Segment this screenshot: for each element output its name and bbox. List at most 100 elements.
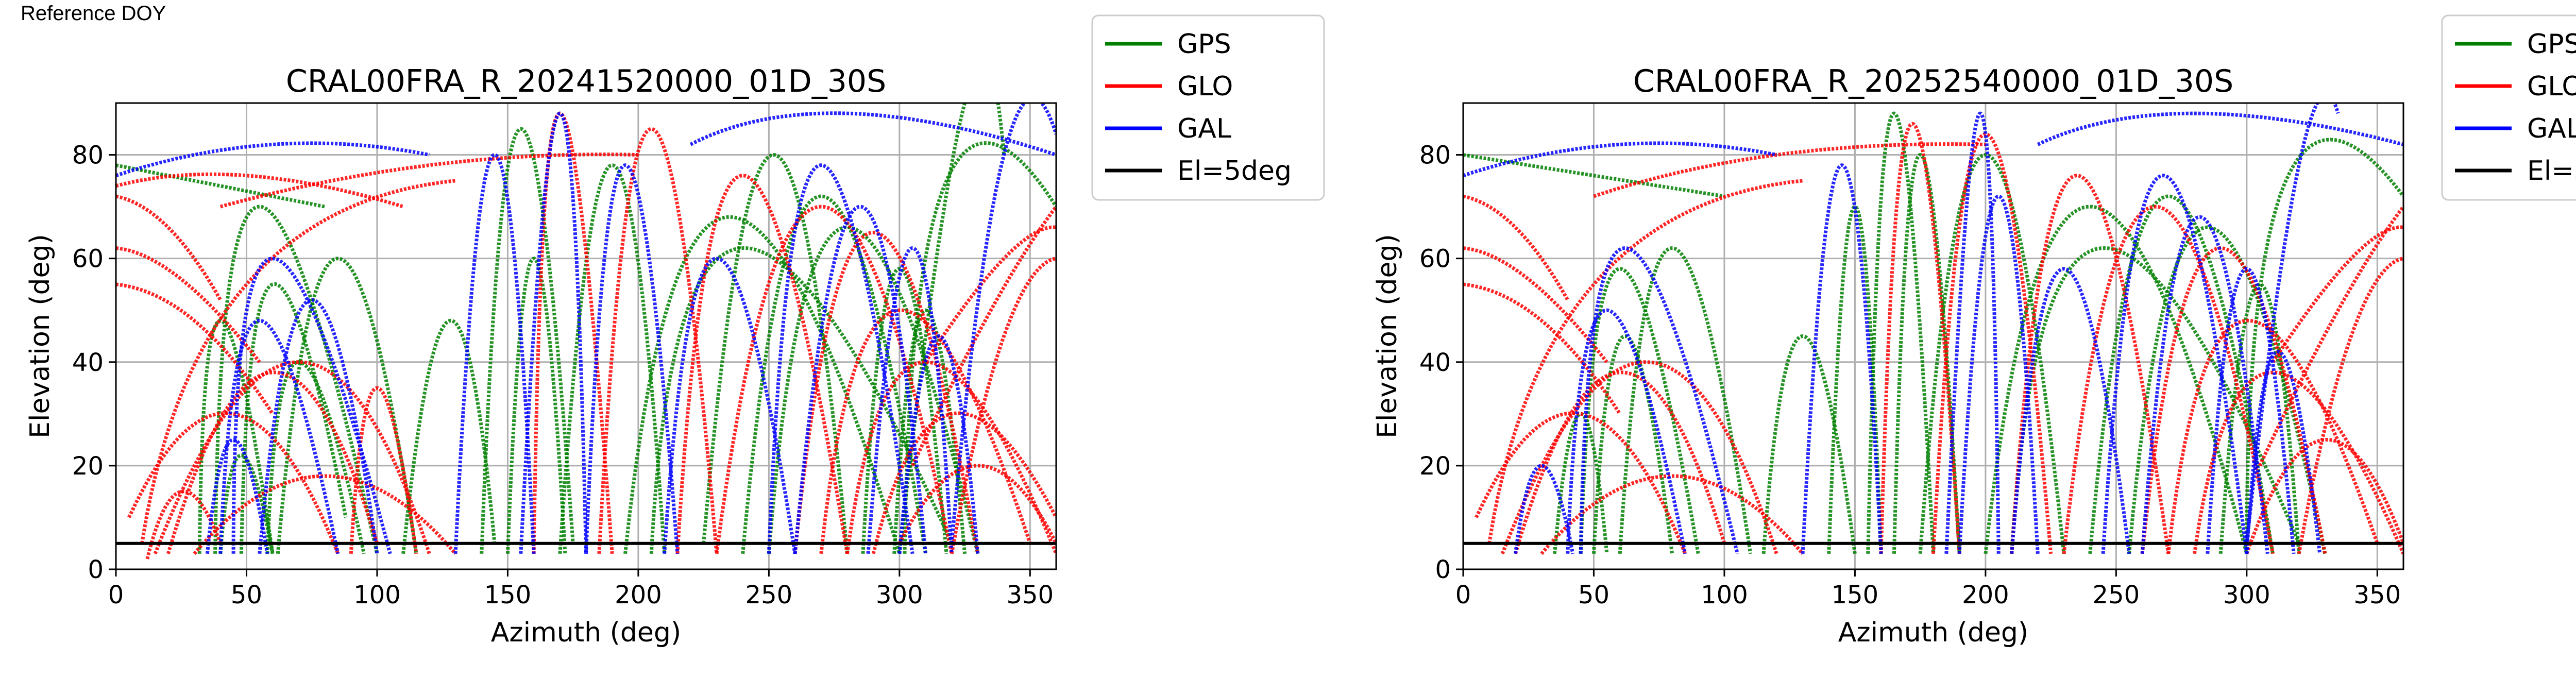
- x-tick-label: 250: [745, 581, 793, 609]
- track-gal: [2010, 267, 2131, 554]
- legend-label: GPS: [1177, 29, 1231, 60]
- track-glo: [1475, 411, 1687, 555]
- chart-title: CRAL00FRA_R_20252540000_01D_30S: [1633, 63, 2233, 99]
- track-glo: [219, 152, 638, 209]
- legend-box: [1091, 14, 1325, 201]
- track-gal: [689, 111, 1056, 157]
- track-glo: [1500, 360, 1778, 555]
- track-gal: [793, 205, 927, 554]
- track-gal: [2245, 350, 2322, 554]
- track-glo: [1487, 179, 1803, 544]
- track-glo: [2062, 205, 2275, 554]
- x-tick-label: 250: [2093, 581, 2140, 609]
- track-glo: [2192, 370, 2403, 555]
- track-gal: [2037, 111, 2403, 146]
- y-tick-label: 0: [88, 555, 104, 584]
- skyplot-panel-2: 0 50 100 150 200 250 300 350 0 20 40 60 80 CRAL00FRA_…: [1372, 14, 2576, 648]
- track-gal: [205, 438, 269, 554]
- track-glo: [116, 194, 222, 301]
- legend: GPS GLO GAL El=5deg: [1091, 14, 1325, 201]
- track-glo: [1463, 194, 1569, 301]
- track-glo: [897, 464, 1056, 545]
- track-gal: [1566, 308, 1687, 554]
- track-gal: [1944, 111, 2001, 554]
- x-tick-label: 300: [876, 581, 923, 609]
- track-glo: [845, 360, 1056, 555]
- track-gps: [2088, 194, 2275, 554]
- track-gal: [897, 334, 980, 554]
- x-tick-label: 0: [1455, 581, 1471, 609]
- y-tick-label: 60: [1419, 245, 1451, 274]
- track-gal: [1513, 464, 1575, 554]
- track-gps: [897, 103, 1006, 554]
- x-tick-label: 150: [484, 581, 532, 609]
- track-glo: [1931, 132, 2053, 554]
- track-gal: [950, 103, 1056, 544]
- x-tick-label: 300: [2223, 581, 2270, 609]
- track-gps: [767, 225, 980, 554]
- track-gal: [2206, 267, 2296, 554]
- legend-box: [2441, 14, 2576, 201]
- track-gps: [1463, 153, 1725, 198]
- track-gal: [1957, 194, 2040, 554]
- track-gps: [1618, 246, 1753, 554]
- track-gal: [1579, 246, 1739, 554]
- track-glo: [116, 172, 404, 209]
- track-gps: [2245, 138, 2403, 554]
- track-gal: [2140, 215, 2269, 554]
- plot-frame: [115, 102, 1057, 570]
- track-gps: [1552, 412, 1609, 554]
- y-axis-label: Elevation (deg): [25, 234, 56, 438]
- y-axis-label: Elevation (deg): [1372, 234, 1403, 438]
- y-tick-label: 20: [1419, 452, 1451, 481]
- track-glo: [2245, 438, 2403, 554]
- y-tick-label: 0: [1435, 555, 1451, 584]
- y-tick-label: 40: [1419, 348, 1451, 377]
- track-glo: [950, 257, 1056, 554]
- reference-doy-label: Reference DOY: [21, 2, 166, 25]
- track-gal: [584, 163, 680, 554]
- x-tick-label: 0: [108, 581, 124, 609]
- track-gal: [866, 246, 954, 554]
- satellite-tracks: [116, 103, 1056, 560]
- y-tick-label: 60: [72, 245, 104, 274]
- satellite-tracks: [1463, 103, 2403, 555]
- track-gps: [505, 257, 567, 554]
- track-gal: [453, 153, 536, 554]
- legend: GPS GLO GAL El=5deg: [2441, 14, 2576, 201]
- track-gps: [265, 360, 366, 554]
- track-gps: [1892, 153, 1961, 554]
- track-gps: [401, 318, 497, 554]
- track-gps: [702, 152, 849, 554]
- track-gps: [197, 318, 275, 554]
- track-gps: [649, 246, 954, 554]
- track-gal: [2101, 174, 2249, 554]
- track-glo: [1463, 246, 1608, 363]
- track-glo: [2271, 225, 2403, 363]
- legend-label: GPS: [2527, 29, 2576, 60]
- y-tick-label: 40: [72, 348, 104, 377]
- legend-label: GAL: [2527, 113, 2576, 144]
- track-glo: [871, 411, 1056, 554]
- x-tick-label: 350: [1006, 581, 1054, 609]
- track-glo: [1514, 370, 1726, 554]
- x-tick-label: 150: [1832, 581, 1879, 609]
- track-gal: [1463, 141, 1777, 178]
- track-gal: [116, 141, 430, 178]
- track-glo: [1463, 282, 1622, 415]
- x-tick-label: 200: [615, 581, 662, 609]
- x-tick-label: 100: [353, 581, 401, 609]
- track-glo: [1879, 122, 1961, 554]
- track-gal: [519, 111, 588, 554]
- track-gps: [1984, 205, 2249, 554]
- track-glo: [127, 411, 340, 555]
- track-glo: [2258, 206, 2403, 467]
- track-gps: [903, 141, 1056, 554]
- track-gps: [218, 453, 275, 554]
- track-gps: [1579, 267, 1700, 554]
- track-gal: [1801, 163, 1883, 554]
- track-gal: [767, 163, 914, 554]
- x-tick-label: 100: [1701, 581, 1748, 609]
- track-glo: [793, 230, 980, 554]
